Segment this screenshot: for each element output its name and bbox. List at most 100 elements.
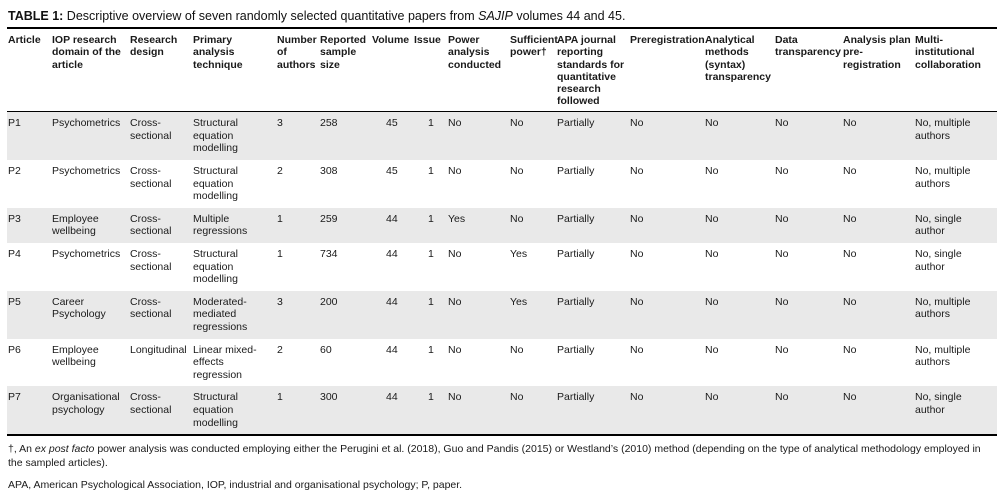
table-cell: Partially <box>557 343 595 356</box>
table-cell: No <box>775 212 789 225</box>
table-cell: No <box>448 165 462 178</box>
table-cell: No <box>705 117 719 130</box>
column-header: Reported sample size <box>320 34 367 71</box>
table-cell: P5 <box>8 295 21 308</box>
table-cell: No <box>448 343 462 356</box>
column-header: Sufficient power† <box>510 34 558 59</box>
table-cell: No <box>775 165 789 178</box>
table-cell: No <box>510 212 524 225</box>
table-cell: Cross-sectional <box>130 391 172 416</box>
table-cell: 1 <box>428 391 434 404</box>
table-cell: Partially <box>557 117 595 130</box>
table-cell: Partially <box>557 212 595 225</box>
table-cell: Cross-sectional <box>130 248 172 273</box>
column-header: Multi-institutional collaboration <box>915 34 981 71</box>
table-cell: No <box>843 212 857 225</box>
table-cell: Structural equation modelling <box>193 117 238 155</box>
table-cell: Cross-sectional <box>130 165 172 190</box>
table-cell: Cross-sectional <box>130 295 172 321</box>
table-cell: No <box>630 343 644 356</box>
table-cell: No <box>705 391 719 404</box>
table-cell: Multiple regressions <box>193 212 248 238</box>
table-row: P3 Employee wellbeing Cross-sectional Multi… <box>7 207 997 244</box>
table-cell: No, multiple authors <box>915 117 971 142</box>
table-cell: No <box>705 248 719 261</box>
table-cell: 2 <box>277 343 283 356</box>
descriptive-overview-table: Article IOP research domain of the articl… <box>7 29 997 436</box>
table-cell: No <box>705 343 719 356</box>
table-cell: 60 <box>320 343 332 356</box>
table-cell: 1 <box>277 391 283 404</box>
table-row: P7 Organisational psychology Cross-section… <box>7 386 997 436</box>
table-cell: No <box>843 391 857 404</box>
table-cell: Cross-sectional <box>130 212 172 238</box>
table-title-journal: SAJIP <box>478 9 513 23</box>
table-row: P6 Employee wellbeing Longitudinal Linear m… <box>7 339 997 387</box>
table-header-row: Article IOP research domain of the articl… <box>7 29 997 112</box>
table-title: TABLE 1: Descriptive overview of seven r… <box>7 7 997 30</box>
table-cell: No <box>843 295 857 308</box>
table-title-label: TABLE 1: <box>8 9 64 23</box>
table-cell: Psychometrics <box>52 165 121 178</box>
table-cell: Career Psychology <box>52 295 106 321</box>
table-cell: Partially <box>557 165 595 178</box>
table-cell: Linear mixed-effects regression <box>193 343 257 381</box>
table-cell: 2 <box>277 165 283 178</box>
table-cell: No <box>775 295 789 308</box>
column-header: Analytical methods (syntax) transparency <box>705 34 771 83</box>
table-cell: No <box>775 117 789 130</box>
table-cell: No <box>630 212 644 225</box>
column-header: Volume <box>372 34 410 47</box>
table-cell: 1 <box>428 117 434 130</box>
table-cell: No <box>630 391 644 404</box>
table-cell: P7 <box>8 391 21 404</box>
table-cell: No <box>705 165 719 178</box>
table-cell: Cross-sectional <box>130 117 172 142</box>
table-cell: Partially <box>557 248 595 261</box>
column-header: IOP research domain of the article <box>52 34 121 71</box>
table-cell: 44 <box>386 295 398 308</box>
table-row: P2 Psychometrics Cross-sectional Structural… <box>7 160 997 208</box>
table-cell: No <box>510 117 524 130</box>
table-cell: 3 <box>277 295 283 308</box>
table-cell: 45 <box>386 165 398 178</box>
column-header: Power analysis conducted <box>448 34 502 71</box>
table-cell: 1 <box>277 212 283 225</box>
table-cell: No, single author <box>915 391 962 416</box>
table-cell: 308 <box>320 165 338 178</box>
table-cell: Structural equation modelling <box>193 391 238 429</box>
table-cell: Psychometrics <box>52 117 121 130</box>
table-cell: No, multiple authors <box>915 343 971 369</box>
table-cell: No <box>510 165 524 178</box>
table-cell: No, multiple authors <box>915 295 971 321</box>
table-cell: No <box>775 343 789 356</box>
table-row: P4 Psychometrics Cross-sectional Structural… <box>7 243 997 291</box>
table-cell: Longitudinal <box>130 343 187 356</box>
table-cell: Partially <box>557 391 595 404</box>
table-cell: No, multiple authors <box>915 165 971 190</box>
table-cell: Yes <box>510 295 528 308</box>
table-cell: No <box>775 391 789 404</box>
column-header: Primary analysis technique <box>193 34 243 71</box>
table-cell: 259 <box>320 212 338 225</box>
table-row: P5 Career Psychology Cross-sectional Modera… <box>7 290 997 339</box>
column-header: Research design <box>130 34 178 59</box>
table-cell: 45 <box>386 117 398 130</box>
table-cell: 300 <box>320 391 338 404</box>
table-cell: P6 <box>8 343 21 356</box>
column-header: APA journal reporting standards for quan… <box>557 34 625 108</box>
table-cell: No, single author <box>915 212 962 238</box>
table-cell: No <box>843 343 857 356</box>
table-cell: 258 <box>320 117 338 130</box>
column-header: Issue <box>414 34 441 47</box>
table-cell: Employee wellbeing <box>52 343 99 369</box>
table-title-text: Descriptive overview of seven randomly s… <box>63 9 479 23</box>
table-cell: 44 <box>386 343 398 356</box>
table-cell: No <box>510 343 524 356</box>
table-cell: P3 <box>8 212 21 225</box>
table-cell: Psychometrics <box>52 248 121 261</box>
column-header: Data transparency <box>775 34 841 59</box>
table-cell: No <box>630 295 644 308</box>
table-cell: Moderated-mediated regressions <box>193 295 248 333</box>
